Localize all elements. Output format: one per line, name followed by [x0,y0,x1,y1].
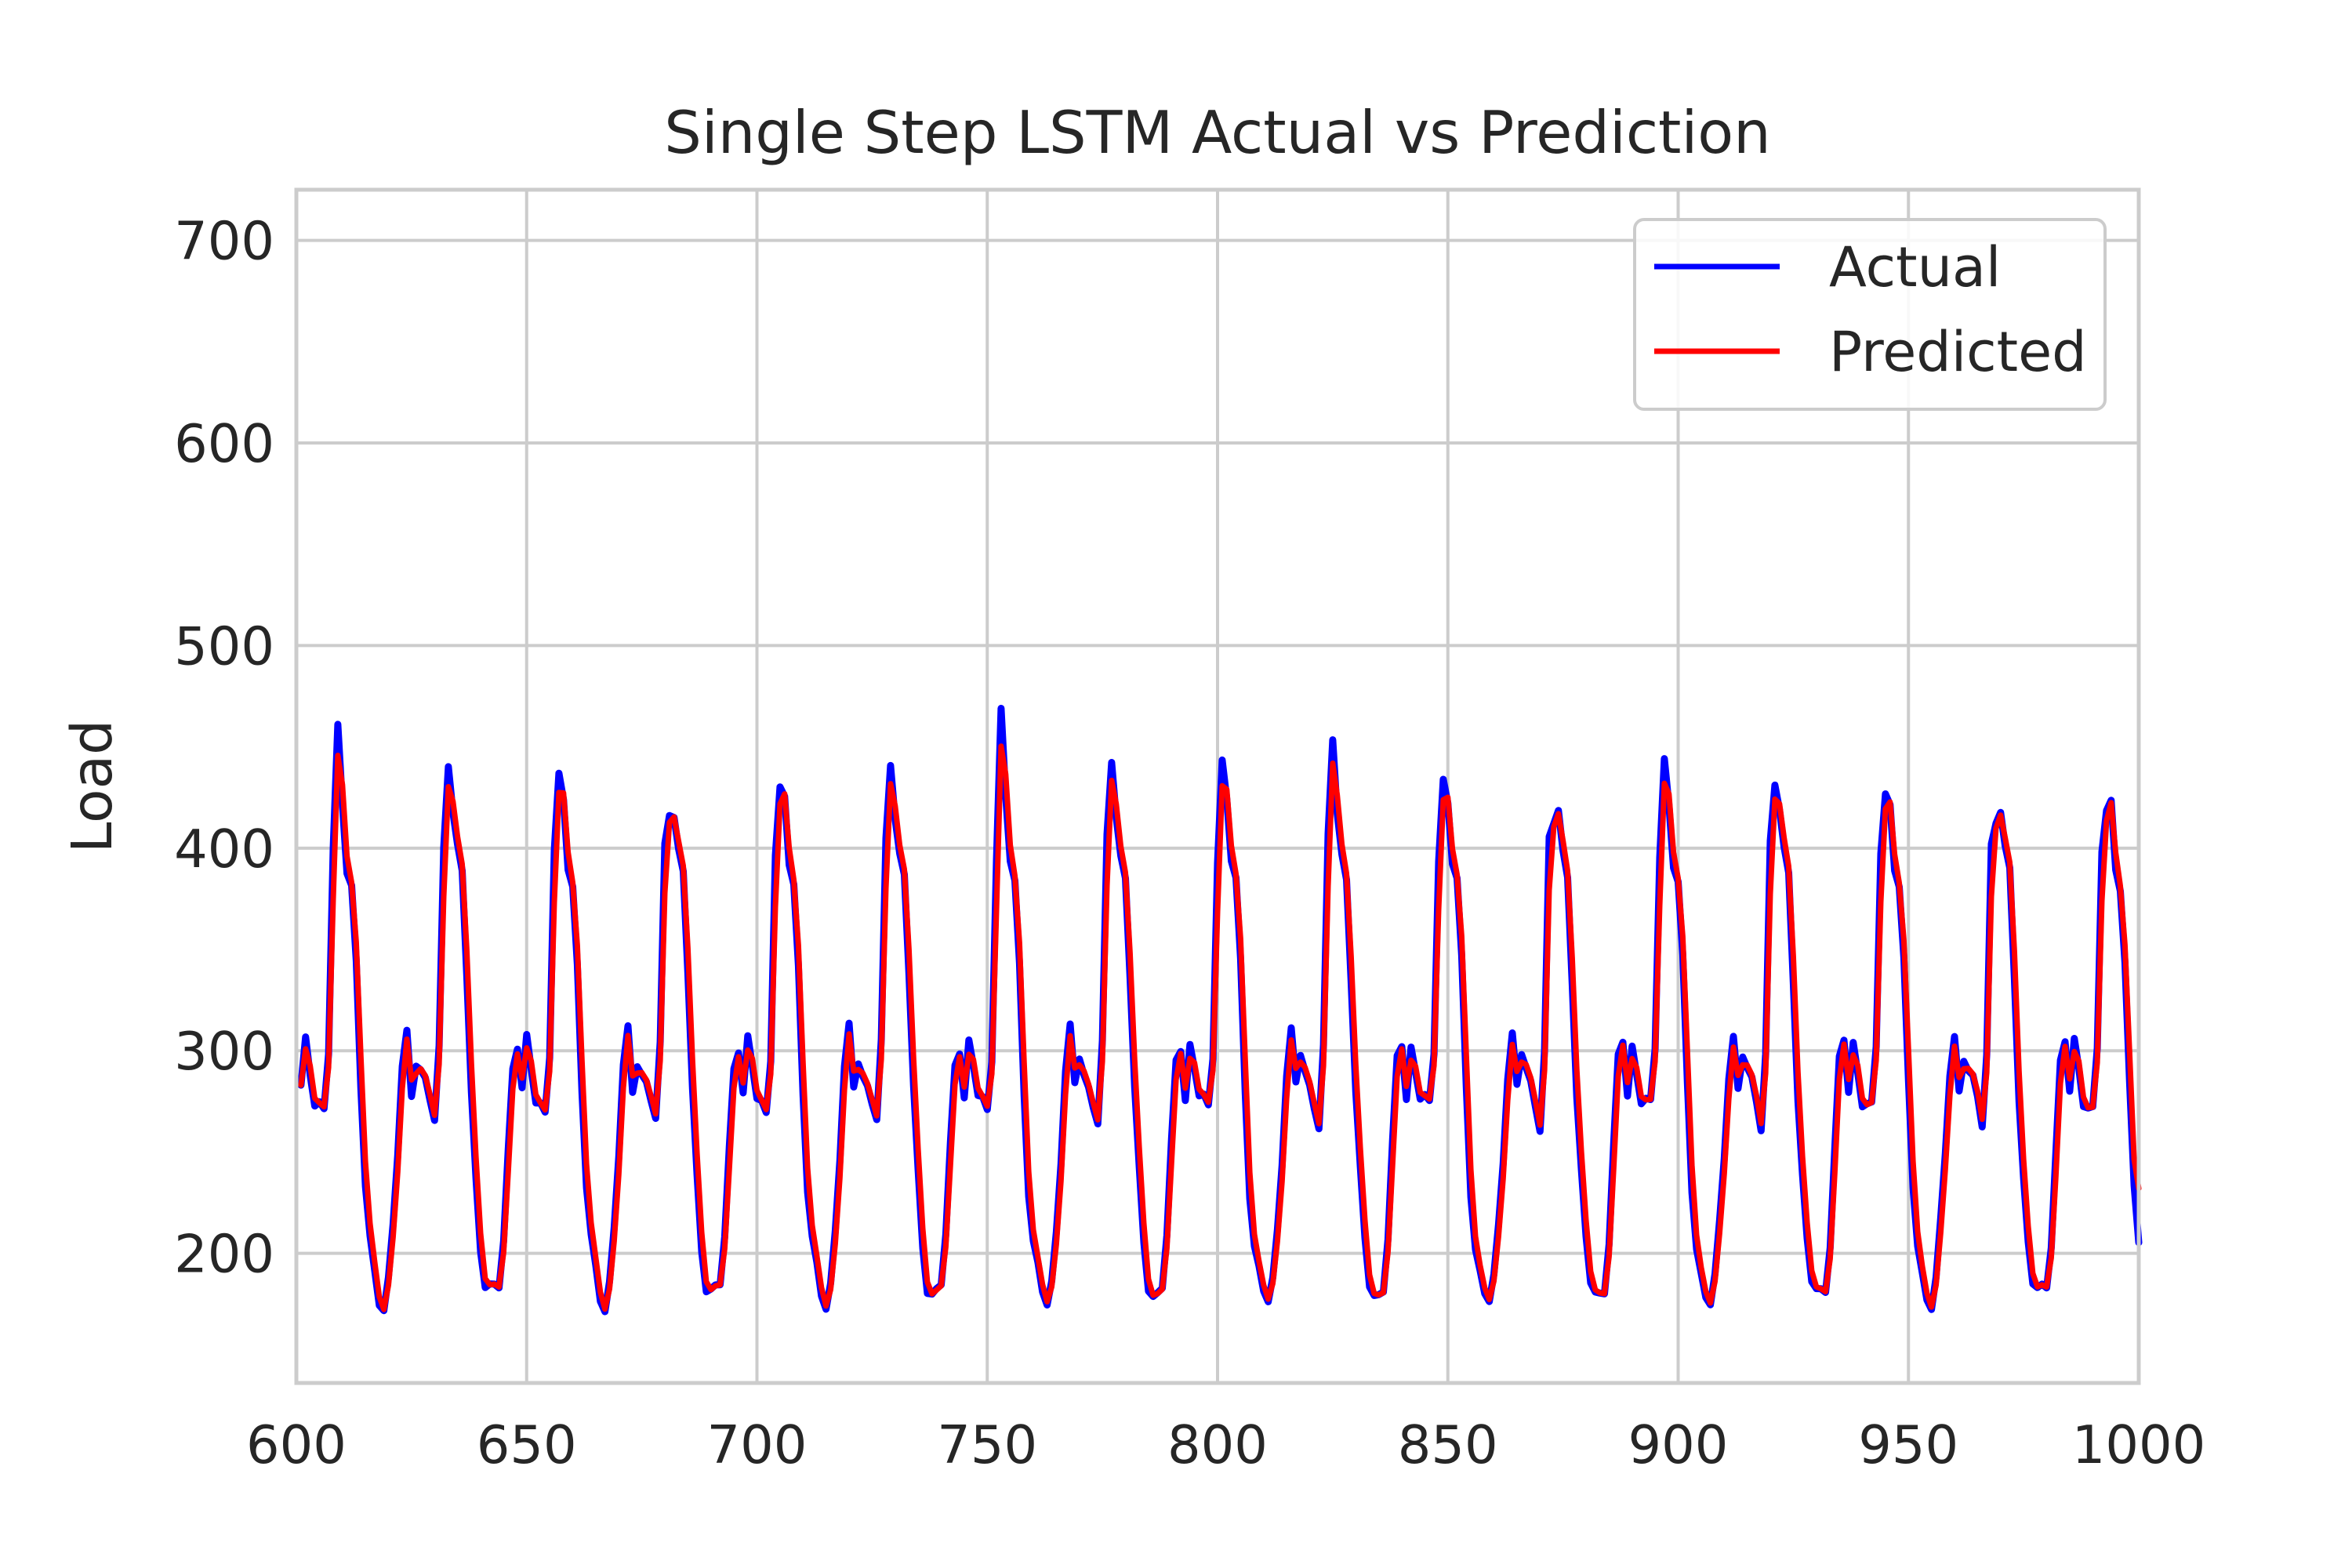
x-tick-950: 950 [1858,1414,1958,1475]
series-layer [297,705,2143,1316]
y-tick-400: 400 [174,818,274,880]
x-tick-600: 600 [246,1414,347,1475]
y-tick-200: 200 [174,1224,274,1285]
x-tick-1000: 1000 [2072,1414,2206,1475]
y-tick-labels: 200 300 400 500 600 700 [174,211,274,1285]
y-tick-500: 500 [174,615,274,677]
y-tick-700: 700 [174,211,274,272]
y-tick-300: 300 [174,1021,274,1082]
legend-label-actual: Actual [1829,235,2001,299]
x-tick-labels: 600 650 700 750 800 850 900 950 1000 [246,1414,2205,1475]
legend-label-predicted: Predicted [1829,320,2087,384]
plot-frame [294,187,2141,1385]
x-tick-700: 700 [707,1414,808,1475]
y-axis-label: Load [60,720,125,853]
x-tick-850: 850 [1398,1414,1498,1475]
x-tick-800: 800 [1167,1414,1268,1475]
x-tick-900: 900 [1628,1414,1729,1475]
x-tick-750: 750 [937,1414,1037,1475]
x-tick-650: 650 [477,1414,577,1475]
legend: Actual Predicted [1633,218,2107,411]
y-tick-600: 600 [174,413,274,474]
series-line-predicted [298,743,2142,1312]
chart-title: Single Step LSTM Actual vs Prediction [664,98,1770,167]
